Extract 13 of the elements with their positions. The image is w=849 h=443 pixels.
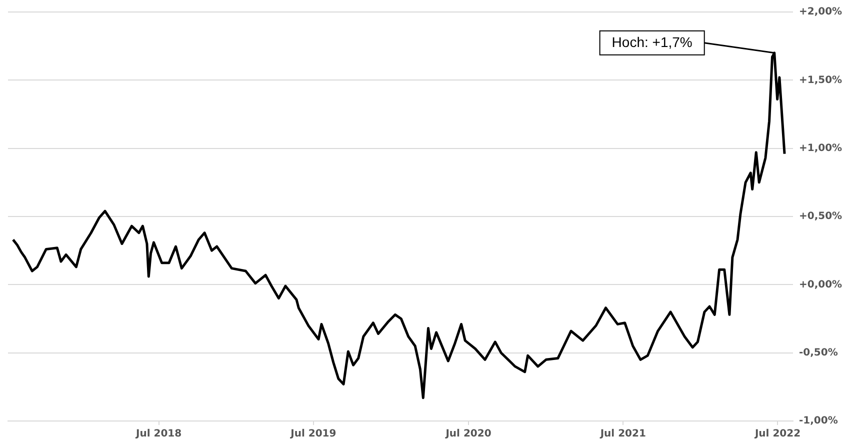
y-tick-label: +0,00% — [799, 279, 842, 290]
x-tick-label: Jul 2019 — [290, 428, 336, 440]
x-tick-label: Jul 2021 — [599, 428, 646, 440]
annotation: Hoch: +1,7% — [612, 34, 692, 50]
x-tick-label: Jul 2018 — [135, 428, 182, 440]
y-tick-label: +1,50% — [799, 74, 842, 86]
x-tick-label: Jul 2020 — [444, 428, 492, 440]
y-tick-label: +2,00% — [799, 6, 842, 18]
x-tick-label: Jul 2022 — [754, 428, 801, 440]
y-tick-label: +0,50% — [799, 211, 842, 222]
y-tick-label: -1,00% — [799, 416, 838, 427]
y-tick-label: -0,50% — [799, 347, 838, 358]
y-tick-label: +1,00% — [799, 142, 842, 154]
